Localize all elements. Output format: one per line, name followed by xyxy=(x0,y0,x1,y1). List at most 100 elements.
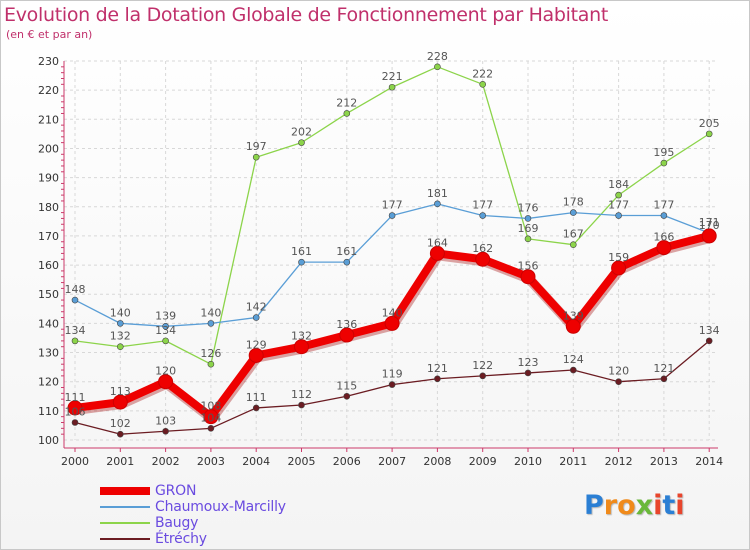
y-tick-label: 100 xyxy=(38,434,59,447)
data-point-baugy xyxy=(71,337,79,345)
data-point-baugy xyxy=(343,110,351,117)
data-label-etrechy: 119 xyxy=(382,368,403,381)
data-label-chaumoux-marcilly: 178 xyxy=(563,196,584,209)
proxiti-logo: Proxiti xyxy=(584,490,685,521)
data-label-etrechy: 115 xyxy=(336,379,357,392)
data-label-gron: 166 xyxy=(653,231,674,244)
data-label-etrechy: 112 xyxy=(291,388,312,401)
data-label-gron: 111 xyxy=(65,391,86,404)
data-point-baugy xyxy=(252,153,260,161)
data-label-baugy: 222 xyxy=(472,67,493,80)
data-point-etrechy xyxy=(252,404,260,412)
data-label-gron: 113 xyxy=(110,385,131,398)
data-label-baugy: 197 xyxy=(246,140,267,153)
legend-item-chaumoux-marcilly[interactable]: Chaumoux-Marcilly xyxy=(100,499,340,515)
y-tick-label: 110 xyxy=(38,405,59,418)
data-point-baugy xyxy=(207,360,215,368)
data-point-etrechy xyxy=(569,366,577,374)
logo-letter: r xyxy=(603,490,618,521)
data-label-chaumoux-marcilly: 161 xyxy=(291,245,312,258)
data-point-chaumoux-marcilly xyxy=(660,212,668,219)
data-label-etrechy: 104 xyxy=(200,411,221,424)
y-tick-label: 220 xyxy=(38,84,59,97)
data-point-chaumoux-marcilly xyxy=(615,212,622,219)
x-tick-label: 2012 xyxy=(605,455,633,468)
data-point-etrechy xyxy=(660,375,668,383)
data-label-etrechy: 106 xyxy=(65,406,86,419)
data-label-gron: 156 xyxy=(518,260,539,273)
y-tick-label: 180 xyxy=(38,201,59,214)
data-point-gron xyxy=(611,260,627,276)
data-point-etrechy xyxy=(162,427,169,435)
data-label-chaumoux-marcilly: 177 xyxy=(472,199,493,212)
legend-swatch-chaumoux-marcilly xyxy=(100,506,150,508)
data-point-etrechy xyxy=(705,337,713,345)
data-point-baugy xyxy=(524,235,532,243)
data-label-chaumoux-marcilly: 176 xyxy=(518,201,539,214)
data-point-etrechy xyxy=(615,378,622,385)
x-tick-label: 2009 xyxy=(469,455,497,468)
y-tick-label: 120 xyxy=(38,376,59,389)
y-tick-label: 140 xyxy=(38,317,59,330)
data-label-gron: 139 xyxy=(563,309,584,322)
data-label-etrechy: 103 xyxy=(155,414,176,427)
chart-title: Evolution de la Dotation Globale de Fonc… xyxy=(4,4,609,26)
data-point-chaumoux-marcilly xyxy=(569,209,577,216)
data-label-baugy: 132 xyxy=(110,330,131,343)
data-point-baugy xyxy=(569,241,577,248)
x-tick-label: 2013 xyxy=(650,455,678,468)
x-tick-label: 2008 xyxy=(423,455,451,468)
data-point-gron xyxy=(384,315,400,331)
data-point-chaumoux-marcilly xyxy=(479,212,487,219)
y-tick-label: 160 xyxy=(38,259,59,272)
data-label-etrechy: 124 xyxy=(563,353,584,366)
legend-swatch-gron xyxy=(100,487,150,495)
data-label-baugy: 184 xyxy=(608,178,629,191)
data-point-etrechy xyxy=(207,425,215,432)
data-label-chaumoux-marcilly: 139 xyxy=(155,309,176,322)
data-label-etrechy: 102 xyxy=(110,417,131,430)
x-tick-label: 2000 xyxy=(61,455,89,468)
data-label-etrechy: 123 xyxy=(518,356,539,369)
legend-item-gron[interactable]: GRON xyxy=(100,483,340,499)
legend-swatch-baugy xyxy=(100,522,150,524)
data-label-etrechy: 121 xyxy=(427,362,448,375)
data-point-etrechy xyxy=(298,401,305,409)
data-label-gron: 120 xyxy=(155,365,176,378)
data-point-chaumoux-marcilly xyxy=(162,322,169,330)
data-label-chaumoux-marcilly: 177 xyxy=(382,199,403,212)
data-point-baugy xyxy=(117,343,124,351)
data-point-chaumoux-marcilly xyxy=(298,258,305,266)
x-tick-label: 2014 xyxy=(695,455,723,468)
legend-item-baugy[interactable]: Baugy xyxy=(100,515,340,531)
data-point-etrechy xyxy=(388,381,396,388)
data-point-gron xyxy=(475,251,491,267)
data-point-gron xyxy=(520,269,536,285)
data-label-baugy: 221 xyxy=(382,70,403,83)
data-label-gron: 159 xyxy=(608,251,629,264)
data-label-baugy: 169 xyxy=(518,222,539,235)
data-label-baugy: 195 xyxy=(653,146,674,159)
data-point-chaumoux-marcilly xyxy=(524,215,532,222)
data-point-gron xyxy=(158,374,174,390)
legend-label-gron: GRON xyxy=(155,483,197,499)
data-point-gron xyxy=(67,400,83,416)
data-label-baugy: 126 xyxy=(200,347,221,360)
data-label-chaumoux-marcilly: 148 xyxy=(65,283,86,296)
legend-label-etrechy: Étréchy xyxy=(155,531,207,547)
data-label-chaumoux-marcilly: 140 xyxy=(200,306,221,319)
chart-subtitle: (en € et par an) xyxy=(6,28,93,41)
data-point-gron xyxy=(701,228,717,244)
x-tick-label: 2002 xyxy=(152,455,180,468)
data-point-gron xyxy=(429,245,445,261)
data-label-etrechy: 120 xyxy=(608,365,629,378)
data-label-gron: 136 xyxy=(336,318,357,331)
x-tick-label: 2001 xyxy=(106,455,134,468)
y-tick-label: 230 xyxy=(38,55,59,68)
chart-legend: GRON Chaumoux-Marcilly Baugy Étréchy xyxy=(100,483,340,547)
data-point-gron xyxy=(656,240,672,256)
data-point-chaumoux-marcilly xyxy=(117,320,124,327)
legend-item-etrechy[interactable]: Étréchy xyxy=(100,531,340,547)
